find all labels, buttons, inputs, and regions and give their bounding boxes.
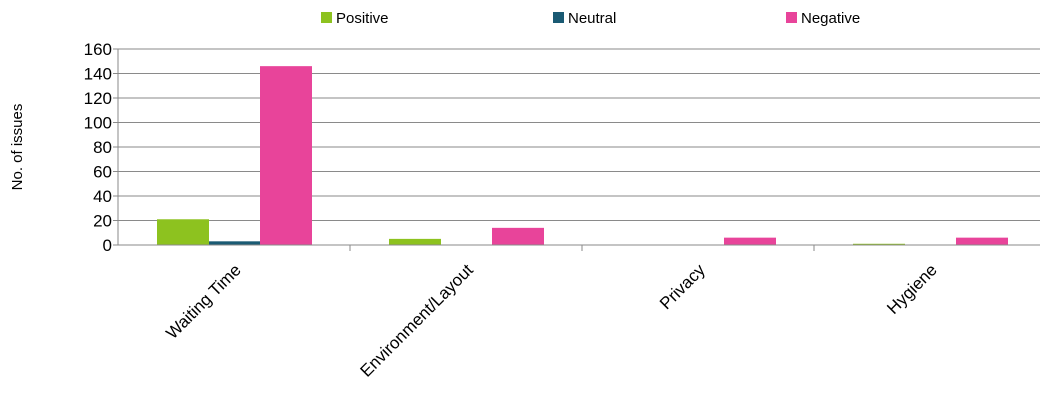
y-tick-label: 60	[93, 163, 112, 182]
bars	[157, 66, 1008, 246]
legend-swatch	[321, 12, 332, 23]
x-axis-ticks: Waiting Time Environment/Layout Privacy Hyg…	[162, 245, 941, 381]
y-tick-label: 40	[93, 187, 112, 206]
legend-item-positive: Positive	[321, 10, 389, 27]
legend-swatch	[786, 12, 797, 23]
y-tick-label: 20	[93, 212, 112, 231]
y-tick-label: 120	[84, 89, 112, 108]
y-tick-label: 80	[93, 138, 112, 157]
legend-label: Neutral	[568, 10, 616, 27]
y-tick-label: 0	[103, 236, 112, 255]
legend-item-neutral: Neutral	[553, 10, 616, 27]
legend: Positive Neutral Negative	[321, 10, 860, 27]
legend-label: Positive	[336, 10, 389, 27]
x-category-label: Hygiene	[883, 260, 941, 318]
y-tick-label: 160	[84, 40, 112, 59]
bar-negative	[956, 237, 1008, 245]
legend-swatch	[553, 12, 564, 23]
bar-positive	[389, 238, 441, 245]
legend-label: Negative	[801, 10, 860, 27]
y-tick-label: 140	[84, 65, 112, 84]
bar-negative	[260, 66, 312, 246]
x-category-label: Environment/Layout	[356, 260, 477, 381]
y-axis-ticks: 0 20 40 60 80 100 120 140 160	[84, 40, 118, 255]
y-tick-label: 100	[84, 114, 112, 133]
bar-negative	[724, 237, 776, 245]
y-axis-label: No. of issues	[9, 104, 26, 191]
gridlines	[118, 48, 1040, 221]
x-category-label: Privacy	[656, 260, 709, 313]
bar-positive	[157, 219, 209, 245]
bar-positive	[853, 243, 905, 245]
x-category-label: Waiting Time	[162, 260, 244, 342]
bar-negative	[492, 227, 544, 245]
legend-item-negative: Negative	[786, 10, 860, 27]
bar-neutral	[209, 241, 261, 245]
